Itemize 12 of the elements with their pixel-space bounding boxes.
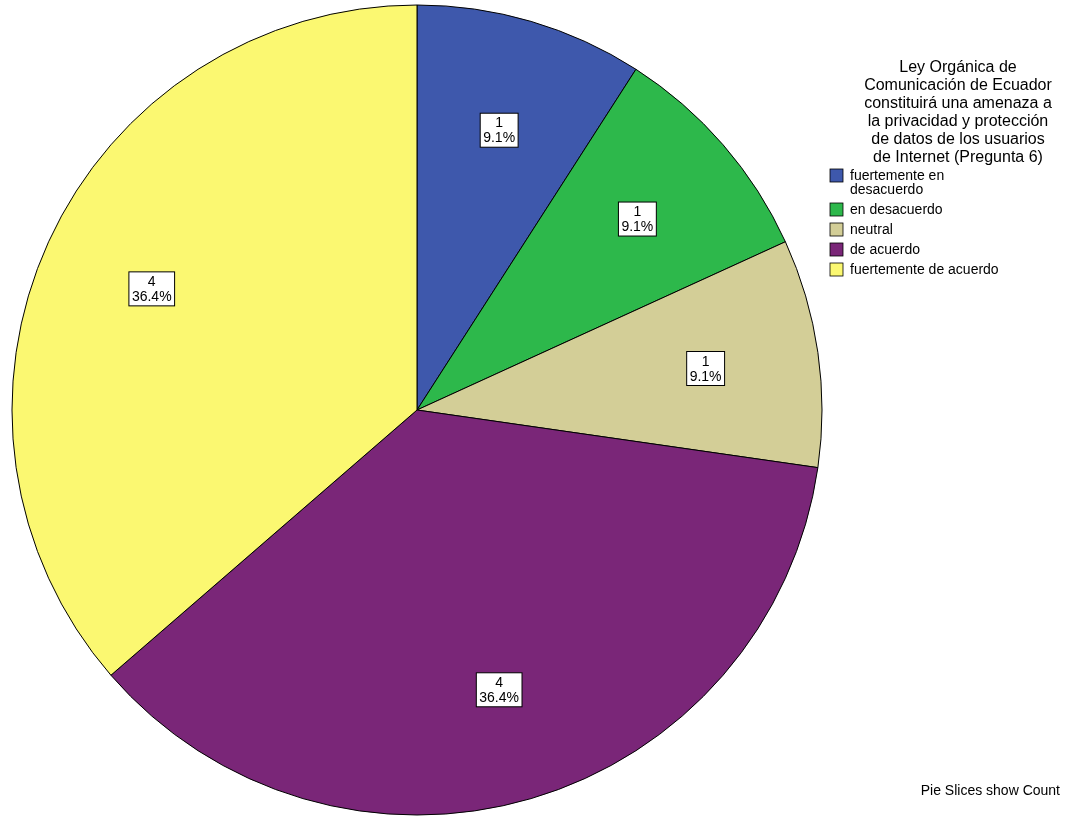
- legend-label: fuertemente en desacuerdo: [850, 167, 945, 197]
- data-label: 4 36.4%: [479, 673, 519, 705]
- legend-label: de acuerdo: [850, 241, 921, 257]
- data-label: 1 9.1%: [621, 203, 654, 235]
- data-label: 1 9.1%: [689, 352, 722, 384]
- legend-label: en desacuerdo: [850, 201, 943, 217]
- legend-label: fuertemente de acuerdo: [850, 261, 999, 277]
- data-label: 4 36.4%: [131, 272, 172, 304]
- text: Pie Slices show Count: [920, 782, 1061, 798]
- legend-title: Ley Orgánica de Comunicación de Ecuador constituirá una amenaza a la privacidad y protección de datos de los usuarios de Internet (Pregunta 6): [864, 58, 1053, 165]
- data-label: 1 9.1%: [483, 114, 516, 146]
- legend-label: neutral: [850, 221, 893, 237]
